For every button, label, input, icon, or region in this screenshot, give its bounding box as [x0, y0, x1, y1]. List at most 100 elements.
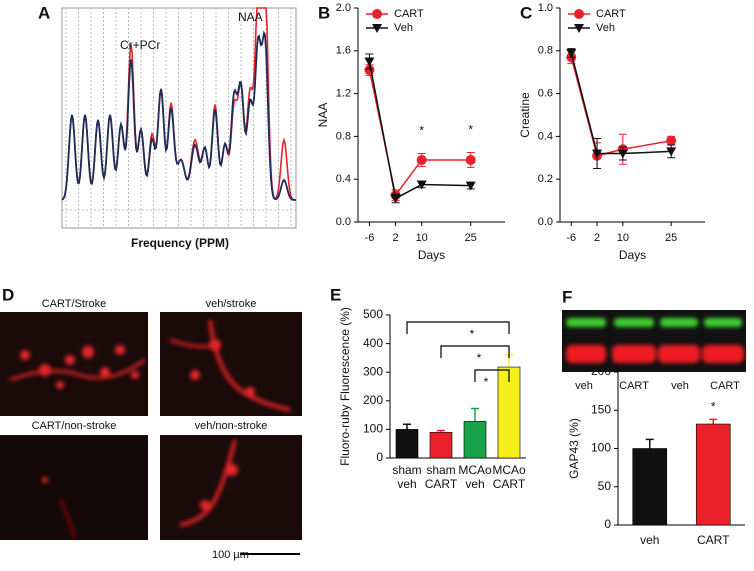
- y-tick-label: 0.6: [538, 88, 553, 100]
- bar: [695, 423, 731, 526]
- annotation: Cr+PCr: [120, 38, 160, 52]
- legend-marker: [574, 9, 584, 19]
- significance: *: [470, 327, 475, 341]
- fluorescence: [9, 319, 291, 539]
- legend-label: Veh: [596, 22, 615, 34]
- y-tick-label: 0.8: [336, 130, 351, 142]
- y-tick-label: 300: [363, 364, 383, 378]
- image-bg: [0, 312, 148, 416]
- x-tick-label: veh: [397, 477, 416, 491]
- x-axis-label: Days: [619, 248, 646, 262]
- y-tick-label: 200: [591, 364, 611, 378]
- significance: *: [484, 375, 489, 389]
- error-bar: [645, 438, 654, 449]
- marker: [465, 154, 476, 165]
- y-tick-label: 50: [598, 479, 612, 493]
- series-line: [570, 52, 672, 155]
- marker: [364, 57, 375, 67]
- x-tick-label: MCAo: [492, 463, 526, 477]
- significance: *: [419, 124, 424, 138]
- x-tick-label: CART: [493, 477, 526, 491]
- x-tick-label: -6: [566, 232, 576, 244]
- error-bar: [403, 423, 411, 430]
- x-tick-label: CART: [697, 533, 730, 547]
- marker: [416, 180, 427, 190]
- legend-marker: [372, 24, 382, 33]
- image-bg: [0, 435, 148, 540]
- x-tick-label: 25: [665, 232, 677, 244]
- western-blot: [562, 310, 746, 372]
- legend-label: CART: [394, 8, 424, 20]
- error-bar: [471, 407, 479, 422]
- blot-lane-label: veh: [575, 380, 593, 392]
- y-tick-label: 0.0: [336, 216, 351, 228]
- legend-marker: [372, 9, 382, 19]
- y-tick-label: 0.4: [538, 130, 553, 142]
- y-tick-label: 200: [363, 393, 383, 407]
- y-tick-label: 2.0: [336, 2, 351, 14]
- legend-label: CART: [596, 8, 626, 20]
- x-tick-label: veh: [465, 477, 484, 491]
- y-tick-label: 150: [591, 402, 611, 416]
- x-tick-label: 10: [416, 232, 428, 244]
- panel-label: B: [318, 3, 330, 22]
- blot-lane-label: CART: [619, 380, 649, 392]
- spectrum-veh: [61, 30, 297, 201]
- y-axis-label: Creatine: [518, 92, 532, 138]
- y-tick-label: 100: [363, 422, 383, 436]
- panel-label: F: [562, 287, 572, 306]
- comparison-bracket: [440, 345, 510, 358]
- significance: *: [468, 123, 473, 137]
- marker: [666, 135, 677, 146]
- marker: [566, 48, 577, 58]
- panel-label: C: [520, 3, 532, 22]
- x-tick-label: 2: [594, 232, 600, 244]
- bar: [429, 431, 453, 459]
- x-tick-label: veh: [640, 533, 659, 547]
- significance: *: [477, 351, 482, 365]
- legend-label: Veh: [394, 22, 413, 34]
- micrographs: [0, 312, 302, 555]
- y-axis-label: GAP43 (%): [567, 418, 581, 479]
- y-tick-label: 1.0: [538, 2, 553, 14]
- y-axis-label: Fluoro-ruby Fluorescence (%): [338, 307, 352, 466]
- x-tick-label: MCAo: [458, 463, 492, 477]
- comparison-bracket: [474, 369, 510, 382]
- series-line: [368, 61, 471, 200]
- y-tick-label: 0: [376, 450, 383, 464]
- x-axis-label: Days: [418, 248, 445, 262]
- significance: *: [711, 400, 716, 414]
- y-tick-label: 1.6: [336, 45, 351, 57]
- y-tick-label: 0: [604, 517, 611, 531]
- y-tick-label: 500: [363, 307, 383, 321]
- bar: [632, 448, 668, 526]
- x-axis-label: Frequency (PPM): [131, 236, 229, 250]
- y-tick-label: 0.2: [538, 173, 553, 185]
- y-tick-label: 400: [363, 336, 383, 350]
- bar: [395, 429, 419, 459]
- bar: [463, 421, 487, 459]
- x-tick-label: sham: [392, 463, 421, 477]
- legend-marker: [574, 24, 584, 33]
- marker: [416, 154, 427, 165]
- x-tick-label: 25: [465, 232, 477, 244]
- image-label: CART/non-stroke: [32, 420, 117, 432]
- panel-label: A: [38, 3, 50, 22]
- y-tick-label: 0.0: [538, 216, 553, 228]
- x-tick-label: CART: [425, 477, 458, 491]
- x-tick-label: 10: [617, 232, 629, 244]
- annotation: NAA: [238, 10, 263, 24]
- series-line: [570, 57, 672, 157]
- marker: [666, 147, 677, 157]
- marker: [465, 181, 476, 191]
- comparison-bracket: [406, 321, 510, 334]
- panel-label: E: [330, 285, 341, 304]
- y-tick-label: 0.8: [538, 45, 553, 57]
- x-tick-label: 2: [393, 232, 399, 244]
- blot-lane-label: veh: [671, 380, 689, 392]
- image-label: veh/non-stroke: [195, 420, 268, 432]
- y-tick-label: 1.2: [336, 88, 351, 100]
- image-bg: [160, 312, 302, 416]
